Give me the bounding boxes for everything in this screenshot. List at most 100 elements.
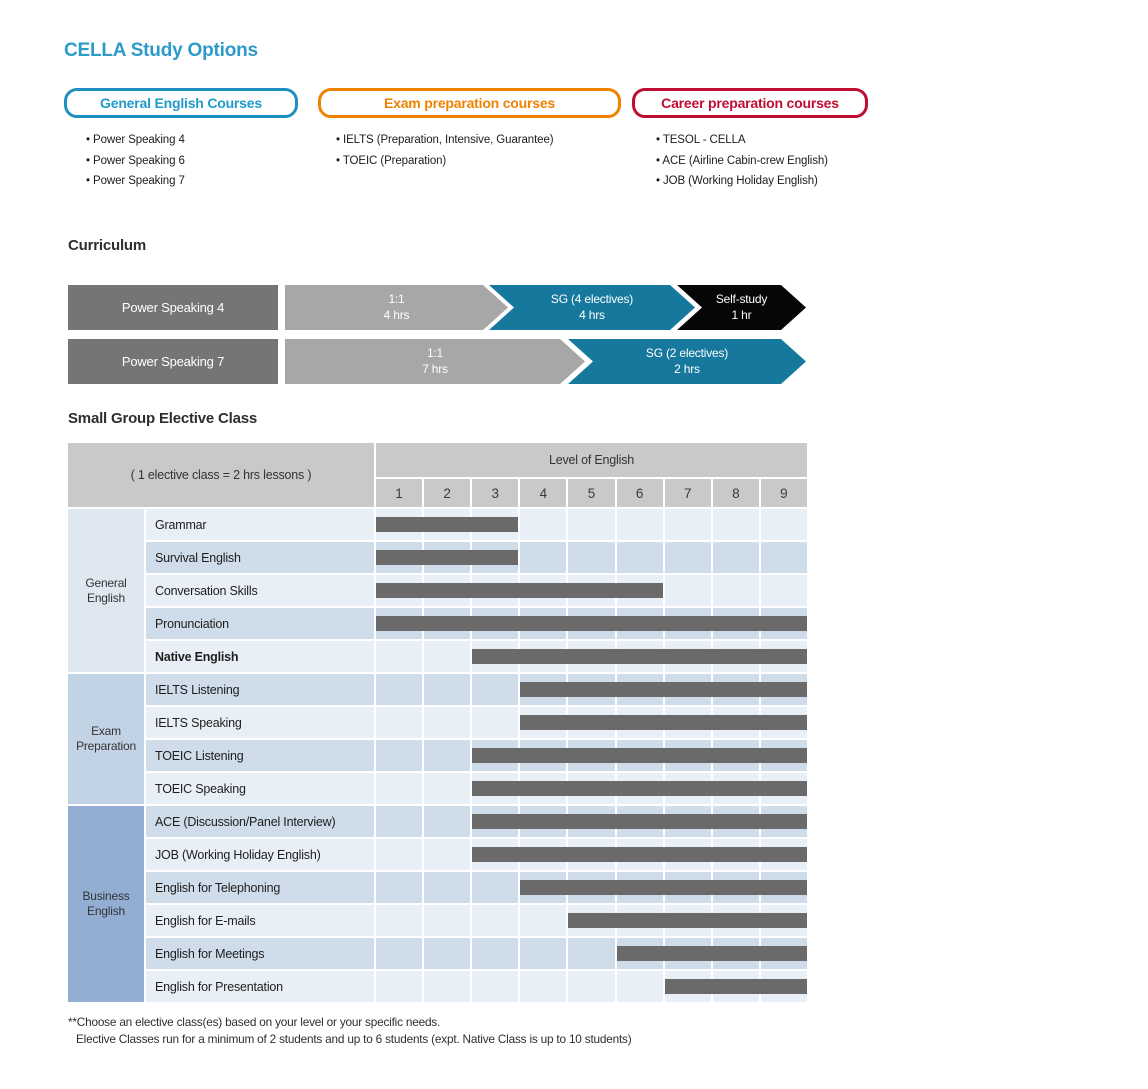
level-cell (616, 542, 663, 573)
curriculum-segment: SG (2 electives) 2 hrs (568, 339, 806, 384)
curriculum-segment: 1:1 4 hrs (285, 285, 508, 330)
level-cell (376, 575, 423, 606)
level-cell (424, 905, 471, 936)
level-cell (568, 773, 615, 804)
course-label: English for Presentation (146, 971, 374, 1002)
level-cell (376, 938, 423, 969)
level-cell (472, 740, 519, 771)
level-cell (424, 938, 471, 969)
category-list-1: • Power Speaking 4 • Power Speaking 6 • Po… (86, 130, 185, 192)
level-cell (520, 542, 567, 573)
level-cell (568, 575, 615, 606)
level-cell (712, 740, 759, 771)
level-cell (376, 707, 423, 738)
category-pill-2: Exam preparation courses (318, 88, 621, 118)
level-cell (664, 806, 711, 837)
category-list-item: • ACE (Airline Cabin-crew English) (656, 154, 828, 167)
level-cell (664, 542, 711, 573)
level-cell (712, 905, 759, 936)
elective-level-table: ( 1 elective class = 2 hrs lessons ) Leve… (68, 443, 807, 1002)
group-name-line: English (87, 904, 125, 918)
level-cell (760, 905, 807, 936)
level-cell (376, 839, 423, 870)
level-cell (616, 938, 663, 969)
group-cell-business-english: Business English (68, 806, 144, 1002)
level-cell (568, 740, 615, 771)
segment-line1: SG (4 electives) (550, 292, 634, 306)
level-cell (520, 674, 567, 705)
level-cell (712, 608, 759, 639)
level-cell (424, 542, 471, 573)
segment-line2: 1 hr (731, 308, 752, 322)
segment-line2: 2 hrs (674, 362, 700, 376)
course-label: Native English (146, 641, 374, 672)
level-cell (664, 839, 711, 870)
level-cell (472, 575, 519, 606)
category-list-item: • TESOL - CELLA (656, 134, 746, 146)
segment-line2: 7 hrs (422, 362, 448, 376)
footnote-line-2: Elective Classes run for a minimum of 2 … (76, 1032, 632, 1046)
level-cell (424, 575, 471, 606)
level-cell (568, 971, 615, 1002)
segment-line1: 1:1 (426, 346, 444, 360)
category-list-item: • Power Speaking 4 (86, 134, 185, 146)
level-cell (424, 740, 471, 771)
segment-line1: 1:1 (388, 292, 405, 306)
level-cell (712, 641, 759, 672)
level-cell (616, 674, 663, 705)
level-cell (760, 806, 807, 837)
level-cell (664, 905, 711, 936)
course-label: IELTS Speaking (146, 707, 374, 738)
level-cell (568, 839, 615, 870)
level-column-header-5: 5 (568, 479, 615, 507)
course-label: Grammar (146, 509, 374, 540)
level-cell (376, 971, 423, 1002)
level-cell (712, 806, 759, 837)
level-cell (760, 707, 807, 738)
level-cell (664, 773, 711, 804)
level-cell (616, 608, 663, 639)
level-cell (664, 575, 711, 606)
level-cell (568, 542, 615, 573)
level-cell (424, 872, 471, 903)
segment-line1: Self-study (715, 292, 768, 306)
level-cell (424, 674, 471, 705)
course-label: IELTS Listening (146, 674, 374, 705)
level-cell (664, 740, 711, 771)
level-cell (568, 806, 615, 837)
course-label: TOEIC Speaking (146, 773, 374, 804)
level-column-header-4: 4 (520, 479, 567, 507)
level-cell (568, 905, 615, 936)
level-column-header-9: 9 (760, 479, 807, 507)
level-cell (376, 509, 423, 540)
course-label: English for E-mails (146, 905, 374, 936)
level-cell (520, 872, 567, 903)
category-list-item: • IELTS (Preparation, Intensive, Guarant… (336, 134, 554, 146)
level-cell (424, 806, 471, 837)
level-cell (616, 773, 663, 804)
level-cell (760, 641, 807, 672)
category-list-item: • Power Speaking 7 (86, 175, 185, 187)
level-cell (616, 806, 663, 837)
group-name-line: Business (82, 889, 130, 903)
level-cell (712, 872, 759, 903)
curriculum-course-label: Power Speaking 4 (68, 285, 278, 330)
level-cell (664, 872, 711, 903)
level-cell (568, 509, 615, 540)
curriculum-segment: SG (4 electives) 4 hrs (489, 285, 695, 330)
category-list-3: • TESOL - CELLA • ACE (Airline Cabin-crew… (656, 130, 828, 192)
level-cell (520, 608, 567, 639)
course-label: JOB (Working Holiday English) (146, 839, 374, 870)
level-cell (520, 740, 567, 771)
level-cell (424, 707, 471, 738)
footnote-line-1: **Choose an elective class(es) based on … (68, 1015, 441, 1029)
course-label: Survival English (146, 542, 374, 573)
level-cell (568, 608, 615, 639)
level-column-header-1: 1 (376, 479, 423, 507)
level-cell (376, 740, 423, 771)
group-name-line: Exam (91, 724, 121, 738)
level-cell (424, 509, 471, 540)
curriculum-row-1: Power Speaking 4 1:1 4 hrs SG (4 electives)… (68, 285, 807, 330)
curriculum-segment: Self-study 1 hr (677, 285, 806, 330)
